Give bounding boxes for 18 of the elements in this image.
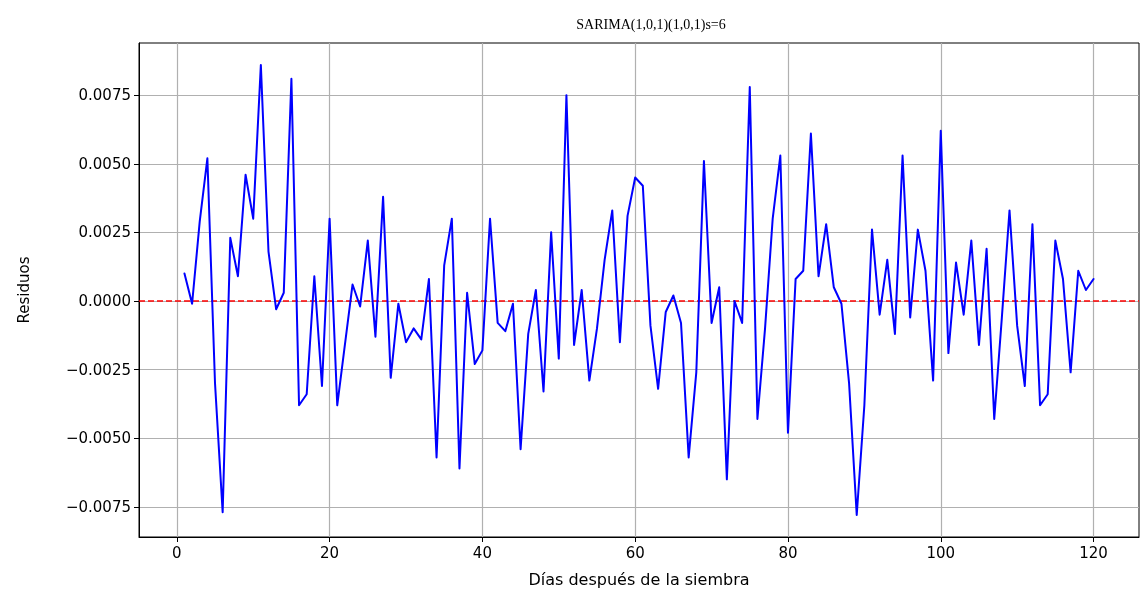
- y-tick-label: −0.0025: [65, 360, 131, 379]
- x-tick-label: 20: [320, 543, 340, 562]
- y-tick-label: 0.0075: [78, 86, 131, 105]
- x-tick-label: 60: [625, 543, 645, 562]
- x-axis-title: Días después de la siembra: [528, 569, 750, 589]
- y-tick-label: −0.0075: [65, 497, 131, 516]
- y-tick-label: 0.0050: [78, 154, 131, 173]
- x-tick-label: 40: [472, 543, 492, 562]
- x-tick-label: 0: [172, 543, 182, 562]
- x-tick-label: 80: [778, 543, 798, 562]
- y-tick-label: 0.0025: [78, 223, 131, 242]
- chart-title: SARIMA(1,0,1)(1,0,1)s=6: [576, 16, 726, 33]
- y-tick-label: 0.0000: [78, 291, 131, 310]
- y-tick-label: −0.0050: [65, 429, 131, 448]
- x-tick-label: 120: [1079, 543, 1108, 562]
- y-axis-title: Residuos: [14, 256, 33, 324]
- x-tick-label: 100: [926, 543, 956, 562]
- line-series: [183, 63, 1095, 517]
